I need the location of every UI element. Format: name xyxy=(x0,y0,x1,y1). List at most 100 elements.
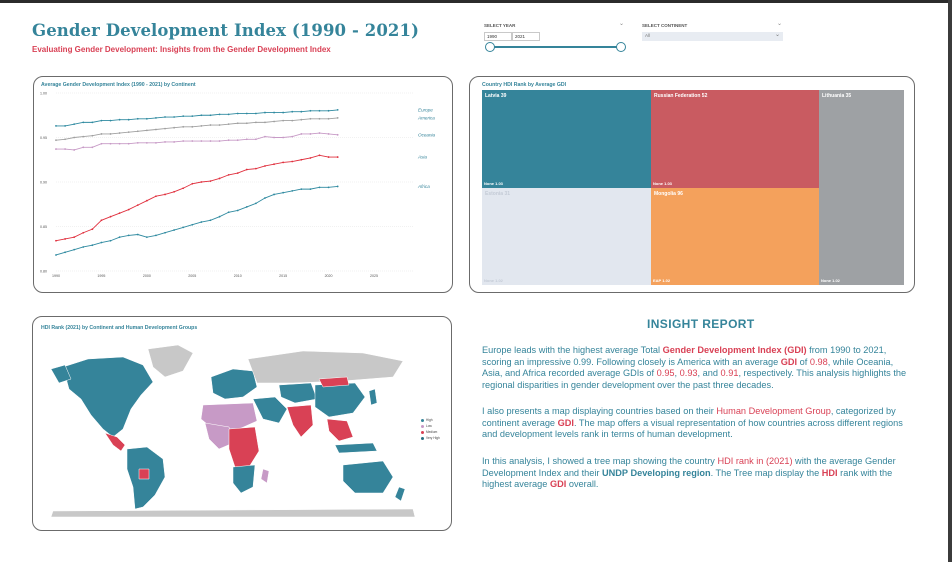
line-chart-title: Average Gender Development Index (1990 -… xyxy=(41,82,196,88)
map-region-russia xyxy=(247,350,404,384)
treemap-label: Estonia 31 xyxy=(485,191,511,197)
year-slider-start-handle[interactable] xyxy=(485,42,495,52)
data-point-africa xyxy=(218,215,221,218)
data-point-africa xyxy=(109,239,112,242)
legend-label: Very High xyxy=(426,436,440,440)
data-point-europe xyxy=(164,116,166,118)
data-point-europe xyxy=(182,115,185,118)
data-point-america xyxy=(191,125,194,128)
treemap-title: Country HDI Rank by Average GDI xyxy=(482,82,567,88)
data-point-africa xyxy=(182,226,185,229)
data-point-africa xyxy=(254,202,257,205)
treemap-cell-latvia[interactable]: Latvia 39 None 1.03 xyxy=(482,90,651,188)
continent-select[interactable]: All ⌄ xyxy=(642,32,783,41)
data-point-oceania xyxy=(109,142,112,145)
data-point-oceania xyxy=(200,140,203,142)
data-point-africa xyxy=(164,231,166,234)
x-tick-label: 2025 xyxy=(370,274,378,278)
data-point-america xyxy=(200,125,203,127)
map-region-central-america xyxy=(104,432,126,452)
legend-item-medium: Medium xyxy=(421,429,440,435)
data-point-america xyxy=(109,133,112,135)
data-point-asia xyxy=(309,157,312,159)
y-tick-label: 0.85 xyxy=(40,225,47,229)
y-tick-label: 0.80 xyxy=(40,270,47,274)
data-point-america xyxy=(336,117,339,119)
world-map[interactable] xyxy=(43,337,423,517)
right-scrollbar[interactable] xyxy=(948,0,952,562)
data-point-africa xyxy=(145,236,148,239)
continent-slicer-chevron-icon[interactable]: ⌄ xyxy=(777,21,783,27)
data-point-oceania xyxy=(209,140,212,142)
data-point-oceania xyxy=(118,142,121,145)
data-point-america xyxy=(55,139,57,142)
series-label-oceania: Oceania xyxy=(418,132,436,137)
data-point-asia xyxy=(327,156,330,158)
data-point-africa xyxy=(73,248,76,251)
data-point-oceania xyxy=(173,141,176,143)
x-tick-label: 2000 xyxy=(143,274,151,278)
year-to-input[interactable]: 2021 xyxy=(512,32,540,41)
treemap-cell-russian-federation[interactable]: Russian Federation 52 None 1.03 xyxy=(651,90,819,188)
data-point-asia xyxy=(118,212,121,215)
data-point-europe xyxy=(64,125,66,127)
treemap-label: Latvia 39 xyxy=(485,93,507,99)
treemap-cell-estonia[interactable]: Estonia 31 None 1.02 xyxy=(482,188,651,285)
series-label-europe: Europe xyxy=(418,107,433,112)
data-point-america xyxy=(264,121,266,124)
data-point-europe xyxy=(300,110,303,113)
data-point-oceania xyxy=(245,138,248,141)
data-point-europe xyxy=(336,109,339,111)
series-label-asia: Asia xyxy=(417,155,427,160)
data-point-africa xyxy=(100,241,103,244)
insight-paragraph-2: I also presents a map displaying countri… xyxy=(482,406,903,440)
year-slider-end-handle[interactable] xyxy=(616,42,626,52)
data-point-europe xyxy=(309,109,312,112)
data-point-europe xyxy=(327,109,330,112)
treemap-cell-mongolia[interactable]: Mongolia 96 EAP 1.02 xyxy=(651,188,819,285)
data-point-africa xyxy=(236,209,239,212)
y-tick-label: 1.00 xyxy=(40,92,47,96)
data-point-asia xyxy=(245,168,248,171)
map-region-europe xyxy=(210,368,258,400)
data-point-europe xyxy=(136,117,139,120)
data-point-america xyxy=(236,122,239,125)
data-point-asia xyxy=(164,193,166,196)
series-line-america xyxy=(55,117,338,141)
data-point-oceania xyxy=(227,139,230,142)
map-region-south-asia xyxy=(286,404,314,438)
data-point-america xyxy=(64,138,66,141)
data-point-america xyxy=(254,121,257,124)
year-slicer-chevron-icon[interactable]: ⌄ xyxy=(619,21,625,27)
treemap-foot: None 1.02 xyxy=(484,278,503,283)
data-point-africa xyxy=(336,185,339,188)
map-legend: High Low Medium Very High xyxy=(421,417,440,441)
year-range-slider[interactable] xyxy=(490,46,621,48)
treemap-cell-lithuania[interactable]: Lithuania 35 None 1.02 xyxy=(819,90,904,285)
insight-report-title: INSIGHT REPORT xyxy=(647,317,755,331)
map-region-southeast-asia xyxy=(326,418,354,442)
data-point-africa xyxy=(136,233,139,236)
data-point-asia xyxy=(264,165,266,167)
data-point-oceania xyxy=(155,141,157,144)
data-point-oceania xyxy=(282,136,285,139)
data-point-asia xyxy=(145,199,148,202)
year-from-input[interactable]: 1990 xyxy=(484,32,512,41)
data-point-europe xyxy=(209,114,212,117)
map-region-north-america xyxy=(62,356,154,438)
data-point-europe xyxy=(82,121,85,124)
data-point-africa xyxy=(127,234,130,237)
data-point-oceania xyxy=(73,149,76,151)
legend-label: Low xyxy=(426,424,432,428)
line-chart-panel: Average Gender Development Index (1990 -… xyxy=(33,76,453,293)
data-point-europe xyxy=(100,119,103,122)
continent-select-value: All xyxy=(645,33,651,38)
data-point-oceania xyxy=(55,148,57,150)
data-point-asia xyxy=(173,190,176,193)
data-point-europe xyxy=(254,112,257,115)
data-point-america xyxy=(318,117,321,120)
data-point-asia xyxy=(318,154,321,157)
data-point-africa xyxy=(200,221,203,223)
data-point-america xyxy=(173,126,176,129)
data-point-asia xyxy=(209,180,212,183)
